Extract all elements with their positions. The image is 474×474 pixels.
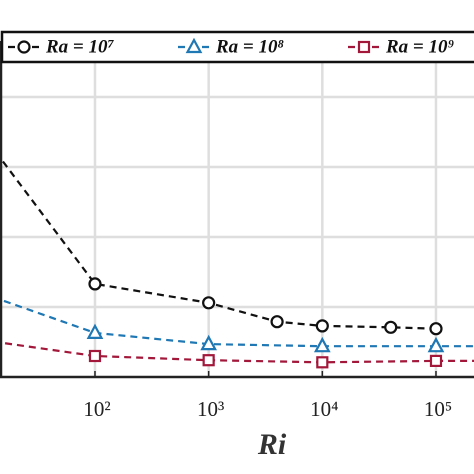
plot-area [0,155,474,369]
marker [88,349,102,363]
legend-entries: Ra = 10⁷ Ra = 10⁸ Ra = 10⁹ [8,36,454,57]
x-axis-label: Ri [257,428,287,461]
marker [88,277,102,291]
legend-label: Ra = 10⁷ [45,36,114,57]
marker [357,40,371,54]
grid [0,41,474,377]
x-tick-label: 10⁵ [424,397,452,421]
marker [316,356,329,369]
x-tick-label: 10⁴ [310,397,338,421]
legend-label: Ra = 10⁸ [215,36,284,57]
x-tick-label: 10² [83,397,110,421]
legend-label: Ra = 10⁹ [385,36,454,57]
series-line [0,341,474,364]
marker [427,336,445,353]
series-line [0,298,474,348]
marker [429,354,443,367]
marker [202,354,215,367]
marker [429,322,443,336]
marker [17,40,31,54]
marker [202,296,216,310]
marker [270,315,284,329]
legend [0,30,474,64]
marker [200,334,217,351]
marker [185,37,203,54]
x-tick-label: 10³ [197,397,224,421]
marker [315,319,329,333]
marker [384,320,398,334]
marker [86,323,104,339]
series-line [0,155,437,330]
marker [313,336,331,353]
